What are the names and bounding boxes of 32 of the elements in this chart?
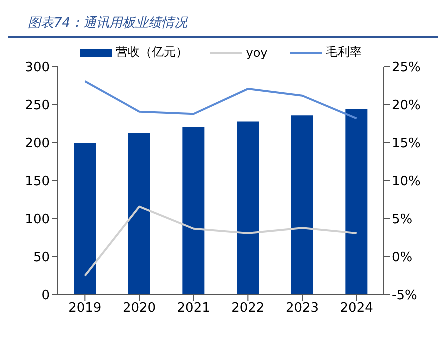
y2-tick-label: 5%	[392, 212, 413, 228]
y-tick-label: 300	[25, 60, 50, 76]
bar	[291, 116, 314, 295]
y2-tick-label: 10%	[392, 174, 421, 190]
x-tick-label: 2021	[177, 301, 210, 316]
y2-tick-label: 20%	[392, 98, 421, 114]
line-series	[84, 206, 358, 277]
x-tick-label: 2019	[68, 301, 102, 316]
bar	[128, 133, 150, 295]
y-tick-label: 150	[25, 174, 50, 190]
y2-tick-label: 15%	[392, 136, 421, 152]
x-tick-label: 2024	[340, 301, 374, 316]
legend-label: 营收（亿元）	[115, 44, 188, 61]
bar	[237, 122, 259, 295]
line-series	[84, 80, 358, 120]
y-tick-label: 250	[25, 98, 50, 114]
y-tick-label: 200	[25, 136, 50, 152]
bar	[346, 110, 368, 295]
y-tick-label: 100	[25, 212, 50, 228]
x-tick-label: 2022	[232, 301, 265, 316]
x-tick-label: 2023	[286, 301, 320, 316]
chart-title: 图表74：通讯用板业绩情况	[8, 8, 438, 38]
y2-tick-label: 25%	[392, 60, 421, 76]
y2-tick-label: -5%	[392, 288, 418, 304]
y-tick-label: 0	[42, 288, 50, 304]
bar	[74, 143, 96, 295]
bar	[182, 127, 205, 295]
legend-label: 毛利率	[324, 44, 362, 61]
y2-tick-label: 0%	[392, 250, 413, 266]
y-tick-label: 50	[33, 250, 50, 266]
legend-label: yoy	[245, 44, 268, 61]
x-tick-label: 2020	[122, 301, 156, 316]
